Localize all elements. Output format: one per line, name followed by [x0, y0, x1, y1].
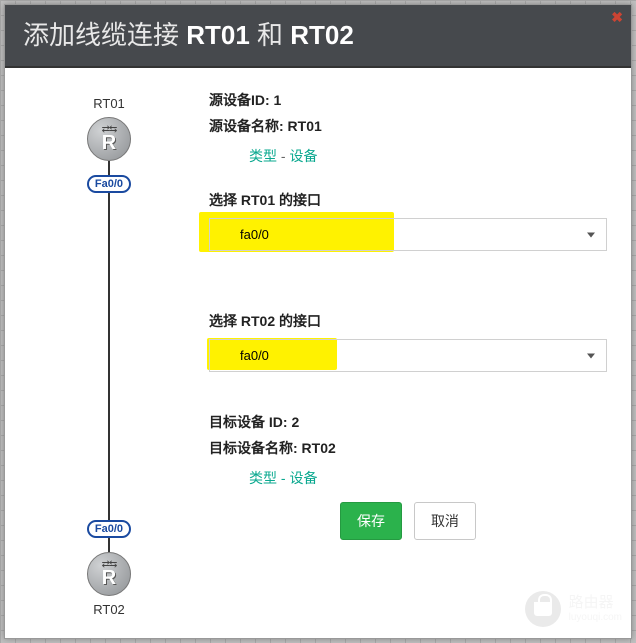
- header-dev1: RT01: [186, 20, 250, 50]
- device-label-bottom: RT02: [93, 602, 125, 617]
- source-name-label: 源设备名称: RT01: [209, 116, 607, 136]
- target-id-label: 目标设备 ID: 2: [209, 412, 607, 432]
- modal-dialog: 添加线缆连接 RT01 和 RT02 ✖ RT01 ⇄⇆ R Fa0/0 Fa0…: [4, 4, 632, 639]
- close-icon[interactable]: ✖: [611, 9, 623, 26]
- router-icon-bottom: ⇄⇆ R: [87, 552, 131, 596]
- watermark-icon: [525, 591, 561, 627]
- dialog-content: RT01 ⇄⇆ R Fa0/0 Fa0/0 ⇄⇆ R RT02 源设备ID: 1…: [5, 68, 631, 641]
- cancel-button[interactable]: 取消: [414, 502, 476, 540]
- interface-select-2[interactable]: fa0/0: [209, 339, 607, 372]
- source-id-label: 源设备ID: 1: [209, 90, 607, 110]
- watermark-sub: luyouqi.com: [569, 612, 622, 623]
- save-button[interactable]: 保存: [340, 502, 402, 540]
- router-letter: R: [102, 568, 116, 588]
- target-name-label: 目标设备名称: RT02: [209, 438, 607, 458]
- port-pill-bottom: Fa0/0: [87, 520, 131, 538]
- dialog-header: 添加线缆连接 RT01 和 RT02 ✖: [5, 5, 631, 68]
- type-device-links: 类型 - 设备: [249, 146, 607, 166]
- type-device-links-2: 类型 - 设备: [249, 468, 607, 488]
- select2-wrap: fa0/0: [209, 339, 607, 372]
- watermark-title: 路由器: [569, 595, 622, 612]
- header-prefix: 添加线缆连接: [23, 20, 186, 50]
- header-middle: 和: [250, 20, 290, 50]
- interface-select-1[interactable]: fa0/0: [209, 218, 607, 251]
- select2-label: 选择 RT02 的接口: [209, 311, 607, 331]
- connector-line: [108, 538, 110, 552]
- watermark: 路由器 luyouqi.com: [525, 591, 622, 627]
- watermark-text: 路由器 luyouqi.com: [569, 595, 622, 623]
- link-dash: -: [277, 148, 289, 164]
- lock-icon: [534, 602, 552, 616]
- select1-wrap: fa0/0: [209, 218, 607, 251]
- link-dash: -: [277, 470, 289, 486]
- button-row: 保存 取消: [209, 502, 607, 540]
- topology-diagram: RT01 ⇄⇆ R Fa0/0 Fa0/0 ⇄⇆ R RT02: [19, 86, 199, 623]
- router-icon-top: ⇄⇆ R: [87, 117, 131, 161]
- device-label-top: RT01: [93, 96, 125, 111]
- device-link[interactable]: 设备: [289, 148, 317, 164]
- cable-line: [108, 193, 110, 520]
- router-letter: R: [102, 133, 116, 153]
- header-dev2: RT02: [290, 20, 354, 50]
- device-link[interactable]: 设备: [289, 470, 317, 486]
- type-link[interactable]: 类型: [249, 148, 277, 164]
- connector-line: [108, 161, 110, 175]
- form-panel: 源设备ID: 1 源设备名称: RT01 类型 - 设备 选择 RT01 的接口…: [199, 86, 617, 623]
- select1-label: 选择 RT01 的接口: [209, 190, 607, 210]
- port-pill-top: Fa0/0: [87, 175, 131, 193]
- type-link[interactable]: 类型: [249, 470, 277, 486]
